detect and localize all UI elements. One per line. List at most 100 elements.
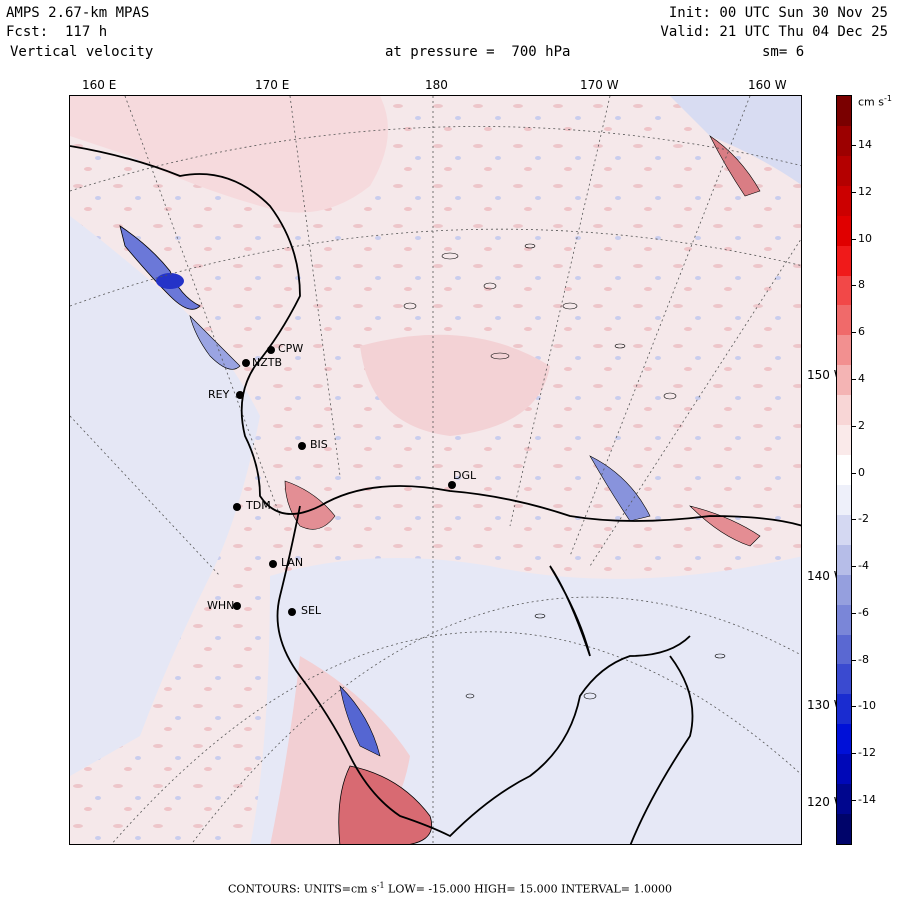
station-label-rey: REY <box>208 388 230 401</box>
colorbar-tick <box>852 145 856 146</box>
colorbar-swatch <box>837 754 851 785</box>
colorbar-tick <box>852 566 856 568</box>
colorbar-tick-label: 12 <box>858 184 872 198</box>
lon-label-170w: 170 W <box>580 78 619 92</box>
lat-label-120w: 120 W <box>807 795 846 809</box>
colorbar-tick <box>852 238 856 240</box>
colorbar-swatch <box>837 305 851 336</box>
colorbar-swatch <box>837 455 851 486</box>
colorbar-tick-label: -2 <box>858 512 869 526</box>
station-marker-dgl <box>448 481 456 489</box>
colorbar-tick-label: -10 <box>858 699 876 713</box>
station-label-nztb: NZTB <box>252 356 283 369</box>
init-time: Init: 00 UTC Sun 30 Nov 25 <box>668 5 888 21</box>
colorbar <box>836 95 852 845</box>
colorbar-tick-label: 6 <box>858 325 865 339</box>
colorbar-swatch <box>837 96 851 127</box>
colorbar-tick-label: 10 <box>858 231 872 245</box>
colorbar-swatch <box>837 514 851 546</box>
station-marker-lan <box>269 560 277 568</box>
colorbar-tick <box>852 519 856 521</box>
descent-streaks-east <box>589 455 651 522</box>
descent-region-ne <box>670 96 801 185</box>
colorbar-tick-label: 0 <box>858 465 865 479</box>
smoothing-value: sm= 6 <box>762 44 805 60</box>
graticule <box>70 96 801 844</box>
ascent-region-central <box>360 334 550 436</box>
colorbar-swatch <box>837 724 851 755</box>
lat-label-150w: 150 W <box>807 368 846 382</box>
colorbar-tick-label: -4 <box>858 559 869 573</box>
colorbar-swatch <box>837 425 851 456</box>
ascent-region-nw <box>70 96 388 213</box>
lon-label-160w: 160 W <box>748 78 787 92</box>
colorbar-tick <box>852 472 856 474</box>
colorbar-swatch <box>837 245 851 276</box>
colorbar-tick <box>852 332 856 334</box>
station-label-dgl: DGL <box>453 469 477 482</box>
colorbar-swatch <box>837 275 851 306</box>
vertical-velocity-map <box>70 96 801 844</box>
lat-label-130w: 130 W <box>807 698 846 712</box>
station-marker-bis <box>298 442 306 450</box>
forecast-hour: Fcst: 117 h <box>6 24 108 40</box>
contour-speckles <box>403 243 726 700</box>
lon-label-160e: 160 E <box>82 78 117 92</box>
colorbar-tick-label: -12 <box>858 746 876 760</box>
station-label-lan: LAN <box>281 556 304 569</box>
colorbar-swatch <box>837 814 851 845</box>
colorbar-tick-label: -8 <box>858 652 869 666</box>
coastline <box>70 145 801 844</box>
colorbar-swatch <box>837 604 851 636</box>
colorbar-tick-label: 4 <box>858 371 865 385</box>
colorbar-tick-label: -14 <box>858 793 876 806</box>
colorbar-swatch <box>837 634 851 665</box>
colorbar-tick <box>852 753 856 755</box>
station-marker-sel <box>288 608 296 616</box>
colorbar-swatch <box>837 664 851 695</box>
station-marker-rey <box>236 391 244 399</box>
colorbar-unit: cm s-1 <box>858 94 892 109</box>
colorbar-tick-label: 14 <box>858 138 872 151</box>
colorbar-tick-label: -6 <box>858 605 869 619</box>
model-title: AMPS 2.67-km MPAS <box>6 5 150 21</box>
colorbar-swatch <box>837 484 851 516</box>
colorbar-tick-label: 2 <box>858 418 865 432</box>
colorbar-tick <box>852 800 856 801</box>
colorbar-tick-label: 8 <box>858 278 865 292</box>
colorbar-swatch <box>837 544 851 576</box>
contour-info: CONTOURS: UNITS=cm s-1 LOW= -15.000 HIGH… <box>227 881 672 896</box>
colorbar-tick <box>852 659 856 661</box>
colorbar-swatch <box>837 215 851 247</box>
colorbar-swatch <box>837 365 851 396</box>
station-marker-whn <box>233 602 241 610</box>
station-label-cpw: CPW <box>278 342 304 355</box>
colorbar-swatch <box>837 125 851 157</box>
pressure-level: at pressure = 700 hPa <box>385 44 571 60</box>
max-descent-core <box>156 273 184 289</box>
station-marker-nztb <box>242 359 250 367</box>
colorbar-swatch <box>837 335 851 366</box>
colorbar-swatch <box>837 574 851 606</box>
station-marker-tdm <box>233 503 241 511</box>
station-label-sel: SEL <box>301 604 322 617</box>
colorbar-tick <box>852 612 856 614</box>
colorbar-tick <box>852 425 856 427</box>
colorbar-tick <box>852 191 856 193</box>
colorbar-swatch <box>837 395 851 426</box>
descent-core-south <box>339 685 381 757</box>
lat-label-140w: 140 W <box>807 569 846 583</box>
colorbar-tick <box>852 285 856 287</box>
colorbar-tick <box>852 378 856 380</box>
colorbar-swatch <box>837 694 851 725</box>
strong-descent-band-nw <box>119 225 201 310</box>
colorbar-swatch <box>837 155 851 187</box>
field-name: Vertical velocity <box>10 44 154 60</box>
lon-label-170e: 170 E <box>255 78 290 92</box>
colorbar-tick <box>852 706 856 708</box>
lon-label-180: 180 <box>425 78 448 92</box>
station-marker-cpw <box>267 346 275 354</box>
colorbar-swatch <box>837 185 851 217</box>
map-panel: CPW NZTB REY BIS DGL TDM LAN WHN SEL <box>69 95 802 845</box>
valid-time: Valid: 21 UTC Thu 04 Dec 25 <box>660 24 888 40</box>
